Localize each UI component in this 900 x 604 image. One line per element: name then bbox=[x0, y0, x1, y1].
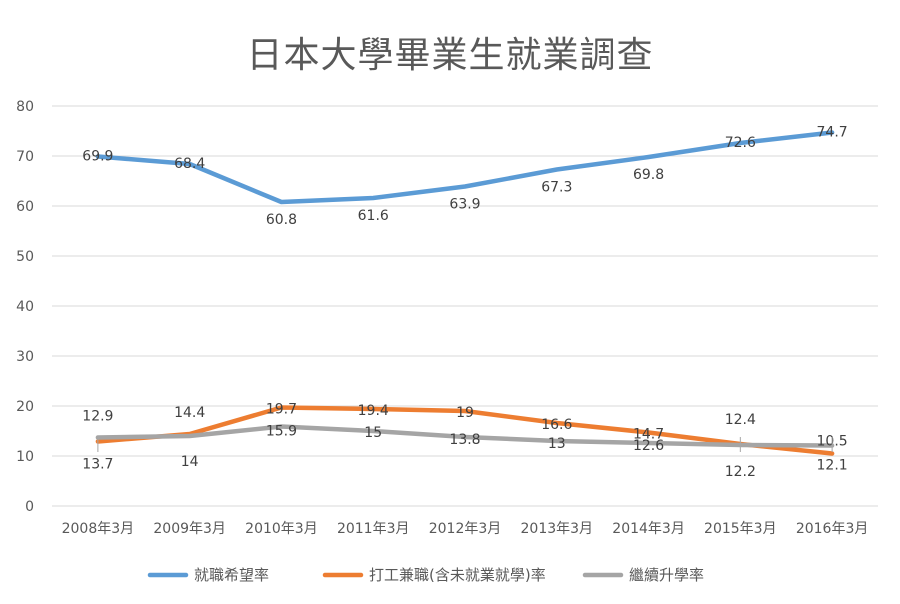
y-tick-label: 20 bbox=[16, 399, 34, 415]
x-tick-label: 2010年3月 bbox=[245, 521, 318, 537]
legend-label-2: 打工兼職(含未就業就學)率 bbox=[369, 566, 546, 584]
x-tick-label: 2008年3月 bbox=[62, 521, 135, 537]
legend-label-1: 就職希望率 bbox=[194, 566, 269, 584]
data-label: 69.9 bbox=[82, 149, 113, 165]
data-label: 63.9 bbox=[449, 197, 480, 213]
data-label: 60.8 bbox=[266, 212, 297, 228]
data-label: 15 bbox=[364, 425, 382, 441]
y-tick-label: 60 bbox=[16, 199, 34, 215]
data-label: 19 bbox=[456, 405, 474, 421]
data-label: 13 bbox=[548, 436, 566, 452]
data-label: 61.6 bbox=[358, 208, 389, 224]
x-tick-label: 2012年3月 bbox=[429, 521, 502, 537]
data-label: 14.7 bbox=[633, 427, 664, 443]
y-tick-label: 40 bbox=[16, 299, 34, 315]
data-label: 12.4 bbox=[725, 412, 756, 428]
data-label: 69.8 bbox=[633, 167, 664, 183]
y-tick-label: 30 bbox=[16, 349, 34, 365]
series-line-2 bbox=[95, 405, 835, 456]
x-tick-label: 2014年3月 bbox=[612, 521, 685, 537]
data-label: 13.7 bbox=[82, 457, 113, 473]
data-label: 19.7 bbox=[266, 402, 297, 418]
data-label: 68.4 bbox=[174, 156, 205, 172]
data-label: 14 bbox=[181, 454, 199, 470]
data-label: 19.4 bbox=[358, 403, 389, 419]
x-tick-label: 2009年3月 bbox=[153, 521, 226, 537]
data-label: 12.1 bbox=[817, 458, 848, 474]
y-tick-label: 0 bbox=[25, 499, 34, 515]
x-tick-label: 2015年3月 bbox=[704, 521, 777, 537]
data-label: 72.6 bbox=[725, 135, 756, 151]
data-label: 12.6 bbox=[633, 438, 664, 454]
x-tick-label: 2013年3月 bbox=[521, 521, 594, 537]
data-label: 13.8 bbox=[449, 432, 480, 448]
data-label: 12.2 bbox=[725, 464, 756, 480]
y-tick-label: 70 bbox=[16, 149, 34, 165]
y-tick-label: 10 bbox=[16, 449, 34, 465]
series-line-1 bbox=[95, 130, 835, 205]
data-label: 16.6 bbox=[541, 417, 572, 433]
data-label: 12.9 bbox=[82, 409, 113, 425]
legend-label-3: 繼續升學率 bbox=[629, 566, 704, 584]
data-label: 14.4 bbox=[174, 405, 205, 421]
data-label: 74.7 bbox=[817, 125, 848, 141]
y-tick-label: 50 bbox=[16, 249, 34, 265]
x-tick-label: 2016年3月 bbox=[796, 521, 869, 537]
series-line-3 bbox=[95, 424, 835, 448]
data-label: 67.3 bbox=[541, 180, 572, 196]
x-tick-label: 2011年3月 bbox=[337, 521, 410, 537]
chart-title: 日本大學畢業生就業調查 bbox=[246, 35, 654, 76]
data-label: 15.9 bbox=[266, 424, 297, 440]
y-tick-label: 80 bbox=[16, 99, 34, 115]
